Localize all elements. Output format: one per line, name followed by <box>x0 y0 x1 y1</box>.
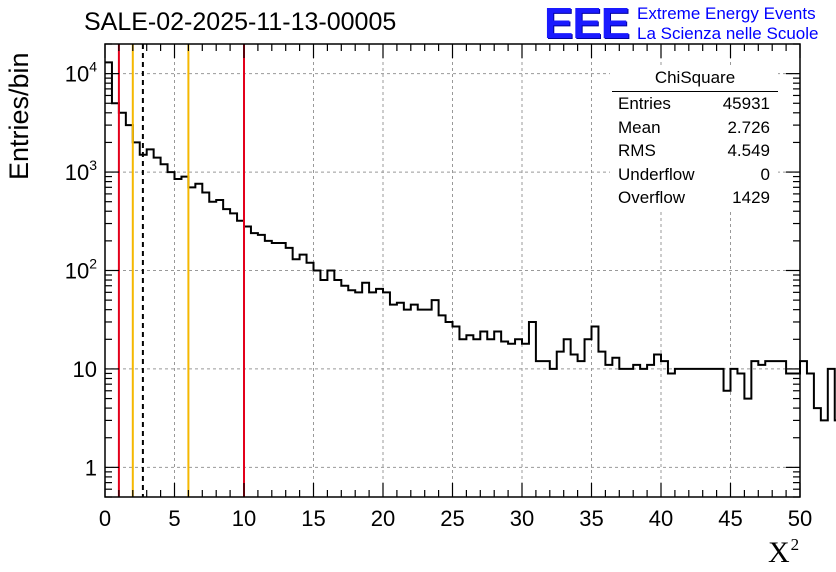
x-tick-label: 30 <box>510 506 534 531</box>
chart-title: SALE-02-2025-11-13-00005 <box>84 8 397 36</box>
stats-label: Entries <box>618 94 671 113</box>
y-tick-base: 10 <box>65 62 89 87</box>
stats-row-overflow: Overflow 1429 <box>610 186 778 210</box>
stats-row-mean: Mean 2.726 <box>610 116 778 140</box>
y-tick-label: 10 <box>73 357 97 382</box>
stats-value: 45931 <box>722 94 770 113</box>
x-tick-label: 0 <box>99 506 111 531</box>
y-tick-label: 103 <box>65 157 97 185</box>
stats-row-entries: Entries 45931 <box>610 92 778 116</box>
x-axis-label-base: X <box>768 536 790 569</box>
stats-value: 1429 <box>732 188 770 207</box>
histogram-series <box>105 61 836 422</box>
eee-logo: EEE <box>544 0 630 48</box>
stats-value: 0 <box>760 164 770 184</box>
y-tick-base: 10 <box>73 357 97 382</box>
x-tick-label: 45 <box>718 506 742 531</box>
x-axis-label: X2 <box>768 535 799 570</box>
x-tick-label: 10 <box>232 506 256 531</box>
stats-value: 2.726 <box>727 117 770 137</box>
x-axis-label-superscript: 2 <box>790 535 800 554</box>
stats-label: Underflow <box>618 164 695 184</box>
y-tick-label: 102 <box>65 256 97 284</box>
y-tick-exponent: 2 <box>89 256 97 272</box>
y-tick-base: 1 <box>85 455 97 480</box>
x-tick-label: 25 <box>440 506 464 531</box>
stats-rows: Entries 45931 Mean 2.726 RMS 4.549 Underflow 0 O… <box>610 92 778 210</box>
x-tick-label: 20 <box>371 506 395 531</box>
stats-row-rms: RMS 4.549 <box>610 139 778 163</box>
stats-row-underflow: Underflow 0 <box>610 163 778 187</box>
x-tick-label: 50 <box>788 506 812 531</box>
stats-title: ChiSquare <box>612 66 778 92</box>
logo-line-1: Extreme Energy Events <box>637 4 816 23</box>
y-tick-label: 104 <box>65 59 97 87</box>
x-tick-label: 15 <box>301 506 325 531</box>
y-tick-exponent: 3 <box>89 157 97 173</box>
x-tick-label: 35 <box>579 506 603 531</box>
logo-line-2: La Scienza nelle Scuole <box>637 24 819 43</box>
y-tick-exponent: 4 <box>89 59 97 75</box>
stats-label: Overflow <box>618 188 686 207</box>
stats-label: RMS <box>618 141 656 160</box>
y-tick-base: 10 <box>65 160 89 185</box>
stats-value: 4.549 <box>727 141 770 160</box>
x-tick-label: 5 <box>168 506 180 531</box>
stats-box: ChiSquare Entries 45931 Mean 2.726 RMS 4.549 U… <box>610 66 778 210</box>
y-tick-label: 1 <box>85 455 97 480</box>
y-tick-base: 10 <box>65 259 89 284</box>
stats-label: Mean <box>618 117 661 137</box>
x-tick-label: 40 <box>649 506 673 531</box>
